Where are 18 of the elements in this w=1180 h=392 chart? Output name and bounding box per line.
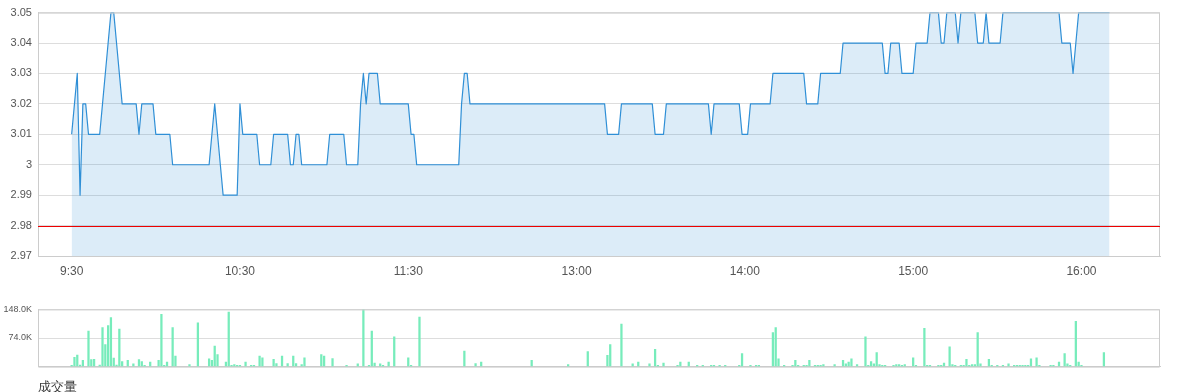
- y-tick-label: 3.04: [10, 36, 32, 49]
- x-tick-label: 11:30: [393, 263, 424, 278]
- y-tick-label: 3.03: [10, 66, 32, 79]
- x-tick-label: 9:30: [59, 263, 84, 278]
- y-tick-label: 3.02: [10, 96, 32, 109]
- x-tick-label: 10:30: [224, 263, 256, 278]
- x-tick-label: 15:00: [898, 263, 929, 278]
- y-tick-label: 3.01: [10, 127, 32, 140]
- x-tick-label: 13:00: [561, 263, 592, 278]
- y-tick-label: 2.98: [10, 218, 32, 231]
- x-tick-label: 16:00: [1066, 263, 1097, 278]
- y-tick-label: 2.99: [10, 188, 32, 201]
- y-tick-label: 3: [25, 157, 32, 170]
- x-tick-label: 14:00: [729, 263, 761, 278]
- y-tick-label: 3.05: [10, 5, 32, 18]
- y-tick-label: 2.97: [10, 249, 32, 262]
- y-tick-label: 148.0K: [3, 303, 32, 314]
- y-tick-label: 74.0K: [8, 332, 32, 343]
